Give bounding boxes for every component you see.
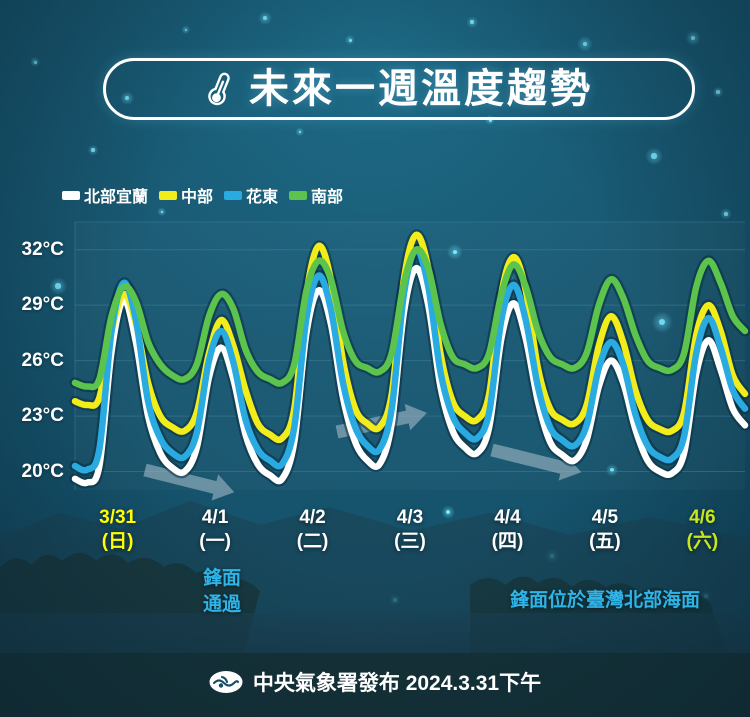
y-tick-label-1: 23°C (21, 405, 64, 427)
x-tick-date: 4/4 (494, 507, 521, 528)
trend-arrow-1 (143, 463, 235, 501)
trend-arrow-3 (490, 443, 582, 481)
front-north-sea: 鋒面位於臺灣北部海面 (510, 588, 700, 614)
footer-text: 中央氣象署發布 2024.3.31下午 (252, 672, 542, 695)
x-tick-date: 4/6 (689, 507, 716, 528)
x-tick-label-6: 4/6 (六) (657, 506, 747, 554)
title-banner: 未來一週溫度趨勢 (103, 58, 695, 120)
star (298, 130, 302, 134)
y-tick-label-0: 20°C (21, 460, 64, 482)
cwa-logo-icon (209, 671, 243, 693)
chart-legend: 北部宜蘭 中部 花東 南部 (62, 183, 343, 207)
x-tick-date: 4/1 (201, 507, 229, 528)
x-tick-label-2: 4/2 (二) (268, 506, 358, 554)
x-tick-date: 4/5 (591, 507, 619, 528)
thermometer-icon (208, 72, 230, 106)
star (488, 118, 492, 122)
x-tick-weekday: (一) (199, 530, 231, 552)
annotation-line: 通過 (202, 593, 242, 615)
legend-item-1[interactable]: 中部 (159, 183, 213, 207)
x-tick-label-1: 4/1 (一) (170, 506, 260, 554)
star (610, 468, 614, 472)
x-tick-weekday: (四) (491, 530, 524, 552)
star (716, 90, 720, 94)
star (184, 28, 188, 32)
x-tick-date: 4/2 (299, 507, 326, 528)
star (582, 41, 588, 47)
page-title: 未來一週溫度趨勢 (249, 67, 593, 111)
x-tick-weekday: (日) (101, 530, 134, 552)
series-line-南部[interactable] (71, 246, 749, 391)
legend-item-3[interactable]: 南部 (289, 183, 343, 207)
legend-item-0[interactable]: 北部宜蘭 (62, 183, 148, 207)
x-tick-weekday: (六) (686, 530, 719, 552)
legend-item-2[interactable]: 花東 (224, 183, 278, 207)
x-tick-weekday: (五) (589, 530, 621, 552)
annotation-line: 鋒面 (202, 568, 242, 589)
legend-label: 北部宜蘭 (84, 189, 149, 206)
landscape-silhouette (0, 501, 750, 717)
x-tick-label-5: 4/5 (五) (560, 506, 650, 554)
x-tick-weekday: (二) (296, 530, 329, 552)
x-tick-date: 3/31 (99, 507, 137, 528)
legend-swatch-icon (159, 190, 178, 200)
star (690, 35, 696, 41)
star (91, 148, 95, 152)
star (658, 318, 666, 326)
y-tick-label-3: 29°C (21, 294, 64, 316)
annotation-line: 鋒面位於臺灣北部海面 (509, 590, 701, 611)
star (263, 16, 267, 20)
legend-swatch-icon (289, 190, 308, 200)
x-tick-label-3: 4/3 (三) (365, 506, 455, 554)
star (55, 283, 61, 289)
star (160, 210, 164, 214)
front-passing: 鋒面 通過 (203, 566, 241, 617)
y-tick-label-2: 26°C (21, 349, 64, 371)
legend-swatch-icon (62, 190, 80, 200)
y-tick-label-4: 32°C (21, 238, 64, 260)
legend-label: 中部 (181, 189, 214, 206)
x-tick-date: 4/3 (396, 507, 424, 528)
legend-label: 花東 (246, 189, 279, 206)
x-tick-weekday: (三) (394, 530, 426, 552)
x-tick-label-4: 4/4 (四) (462, 506, 552, 554)
star (348, 38, 352, 42)
star (470, 20, 474, 24)
star (33, 60, 37, 64)
footer: 中央氣象署發布 2024.3.31下午 (0, 667, 750, 697)
series-line-中部[interactable] (71, 231, 749, 444)
star (452, 249, 458, 255)
legend-swatch-icon (224, 190, 243, 200)
star (446, 510, 450, 514)
star (724, 212, 728, 216)
legend-label: 南部 (311, 189, 344, 206)
star (651, 153, 657, 159)
x-tick-label-0: 3/31 (日) (73, 506, 163, 554)
